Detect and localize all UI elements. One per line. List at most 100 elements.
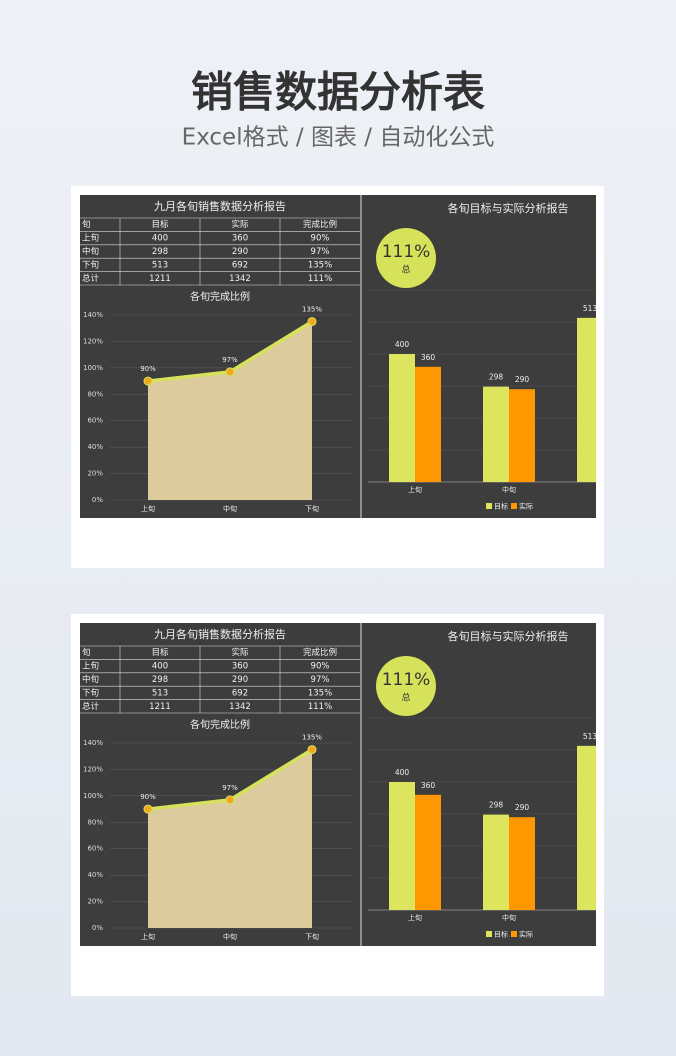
x-tick-label: 上旬 xyxy=(141,932,155,941)
kpi-value: 111% xyxy=(382,242,431,262)
x-tick-label: 中旬 xyxy=(502,485,516,494)
legend-swatch xyxy=(511,503,517,509)
y-tick-label: 20% xyxy=(87,470,103,478)
table-cell: 下旬 xyxy=(82,259,99,270)
value-label: 290 xyxy=(515,375,530,384)
table-cell: 360 xyxy=(232,234,248,244)
y-tick-label: 40% xyxy=(87,443,103,451)
chart-title: 各旬完成比例 xyxy=(190,718,250,731)
marker xyxy=(143,376,153,386)
table-cell: 97% xyxy=(311,675,330,685)
value-label: 290 xyxy=(515,803,530,812)
bar xyxy=(389,782,415,910)
x-tick-label: 上旬 xyxy=(408,485,422,494)
x-tick-label: 中旬 xyxy=(223,932,237,941)
table-cell: 513 xyxy=(152,688,168,698)
table-cell: 完成比例 xyxy=(303,219,337,230)
y-tick-label: 80% xyxy=(87,390,103,398)
bar xyxy=(483,386,509,482)
table-cell: 97% xyxy=(311,247,330,257)
table-cell: 360 xyxy=(232,662,248,672)
marker xyxy=(307,745,317,755)
y-tick-label: 140% xyxy=(83,739,103,747)
bar xyxy=(415,366,441,482)
table-cell: 中旬 xyxy=(82,246,99,257)
table-cell: 400 xyxy=(152,234,168,244)
marker xyxy=(307,317,317,327)
value-label: 513 xyxy=(583,732,598,741)
chart-title: 各旬完成比例 xyxy=(190,290,250,303)
value-label: 298 xyxy=(489,801,504,810)
legend-label: 实际 xyxy=(519,502,533,511)
table-cell: 1342 xyxy=(229,702,251,712)
table-cell: 上旬 xyxy=(82,661,99,672)
legend-label: 目标 xyxy=(494,502,508,511)
table-cell: 实际 xyxy=(231,647,249,658)
page-title: 销售数据分析表 xyxy=(191,68,485,117)
x-tick-label: 中旬 xyxy=(223,504,237,513)
x-tick-label: 上旬 xyxy=(408,913,422,922)
kpi-label: 总 xyxy=(401,692,410,704)
value-label: 400 xyxy=(395,768,410,777)
table-cell: 135% xyxy=(308,260,332,270)
table-title: 九月各旬销售数据分析报告 xyxy=(154,627,286,641)
legend-label: 目标 xyxy=(494,930,508,939)
marker xyxy=(143,804,153,814)
table-cell: 90% xyxy=(311,662,330,672)
bar xyxy=(577,745,596,910)
value-label: 90% xyxy=(140,793,156,801)
y-tick-label: 60% xyxy=(87,845,103,853)
y-tick-label: 60% xyxy=(87,417,103,425)
value-label: 360 xyxy=(421,781,436,790)
table-cell: 完成比例 xyxy=(303,647,337,658)
area xyxy=(148,321,312,500)
y-tick-label: 120% xyxy=(83,765,103,773)
table-cell: 总计 xyxy=(82,273,100,284)
legend-swatch xyxy=(486,931,492,937)
bar xyxy=(389,354,415,482)
table-cell: 实际 xyxy=(231,219,249,230)
y-tick-label: 100% xyxy=(83,792,103,800)
value-label: 400 xyxy=(395,340,410,349)
table-cell: 下旬 xyxy=(82,687,99,698)
y-tick-label: 40% xyxy=(87,871,103,879)
chart-title: 各旬目标与实际分析报告 xyxy=(448,629,569,643)
table-cell: 总计 xyxy=(82,701,100,712)
value-label: 298 xyxy=(489,373,504,382)
table-cell: 目标 xyxy=(151,219,169,230)
table-cell: 目标 xyxy=(151,647,169,658)
table-cell: 135% xyxy=(308,688,332,698)
table-cell: 692 xyxy=(232,688,248,698)
plot: 上旬400360中旬298290下旬513692 xyxy=(368,717,598,922)
table-cell: 1211 xyxy=(149,702,171,712)
legend-swatch xyxy=(511,931,517,937)
y-tick-label: 0% xyxy=(92,496,103,504)
table-cell: 400 xyxy=(152,662,168,672)
kpi-value: 111% xyxy=(382,670,431,690)
table-cell: 1342 xyxy=(229,274,251,284)
value-label: 513 xyxy=(583,304,598,313)
y-tick-label: 140% xyxy=(83,311,103,319)
marker xyxy=(225,367,235,377)
y-tick-label: 120% xyxy=(83,337,103,345)
value-label: 360 xyxy=(421,353,436,362)
kpi-badge xyxy=(376,656,436,716)
marker xyxy=(225,795,235,805)
x-tick-label: 下旬 xyxy=(305,932,319,941)
bar xyxy=(509,817,535,910)
y-tick-label: 0% xyxy=(92,924,103,932)
x-tick-label: 中旬 xyxy=(502,913,516,922)
table-cell: 111% xyxy=(308,274,332,284)
table-cell: 90% xyxy=(311,234,330,244)
value-label: 97% xyxy=(222,356,238,364)
y-tick-label: 20% xyxy=(87,898,103,906)
area xyxy=(148,749,312,928)
table-cell: 692 xyxy=(232,260,248,270)
table-cell: 旬 xyxy=(82,647,91,658)
plot: 上旬400360中旬298290下旬513692 xyxy=(368,289,598,494)
table-cell: 290 xyxy=(232,247,248,257)
value-label: 135% xyxy=(302,734,322,742)
page-subtitle: Excel格式 / 图表 / 自动化公式 xyxy=(182,125,495,151)
